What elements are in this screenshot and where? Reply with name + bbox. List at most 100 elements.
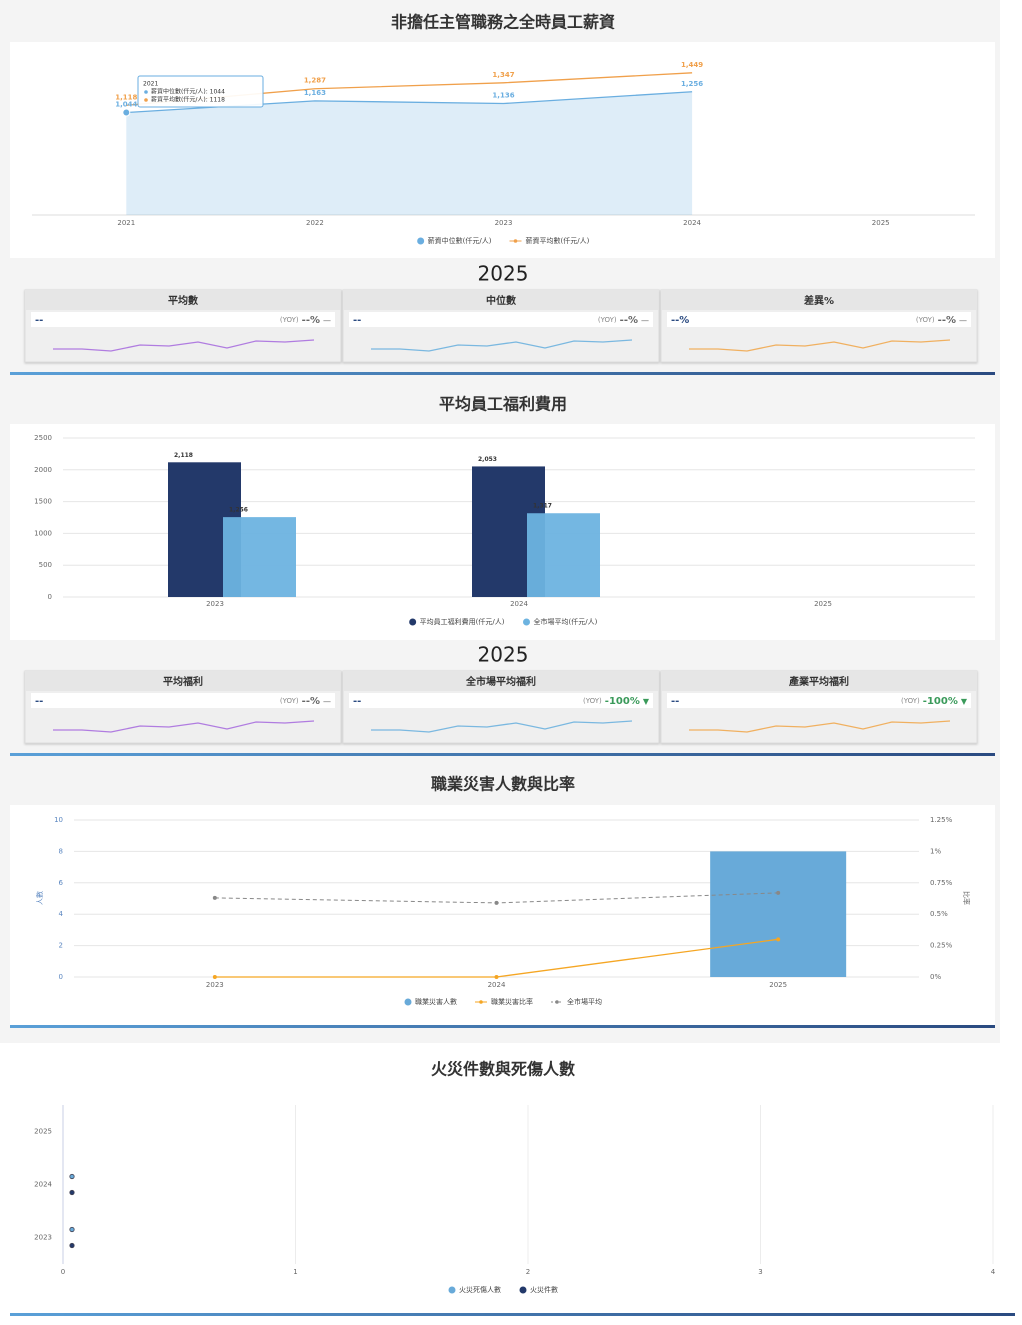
legend-marker: [448, 1286, 456, 1294]
legend-marker: [479, 1000, 483, 1004]
point: [494, 975, 499, 979]
kpi-yoy: (YOY) --% —: [916, 315, 967, 326]
kpi-yoy-value: -100%: [923, 696, 958, 707]
x-tick-label: 2025: [872, 219, 890, 227]
value-label: 1,449: [681, 61, 703, 69]
x-tick-label: 2025: [769, 981, 787, 989]
kpi-yoy-value: --%: [302, 315, 320, 326]
tooltip-dot: [144, 98, 148, 102]
kpi-yoy-label: (YOY): [901, 697, 920, 705]
point: [212, 975, 217, 979]
kpi-row: [31, 693, 335, 708]
legend-marker: [555, 1000, 559, 1004]
legend-label: 火災件數: [530, 1285, 558, 1294]
value-label: 1,044: [115, 101, 137, 109]
bar: [527, 513, 600, 597]
legend-label: 火災死傷人數: [459, 1285, 501, 1294]
section-title: 火災件數與死傷人數: [431, 1060, 575, 1079]
legend-marker: [523, 618, 530, 626]
kpi-yoy-label: (YOY): [916, 316, 935, 324]
value-label: 1,287: [304, 77, 326, 85]
x-tick-label: 4: [991, 1268, 996, 1276]
x-tick-label: 2023: [206, 600, 224, 608]
kpi-row: [31, 312, 335, 327]
tooltip-line: 薪資平均數(仟元/人): 1118: [151, 96, 225, 104]
y-tick-label: 8: [59, 847, 63, 855]
kpi-yoy-value: --%: [938, 315, 956, 326]
kpi-name: 平均數: [168, 294, 198, 307]
y-tick-label: 500: [39, 561, 52, 569]
panel: [10, 1090, 1010, 1312]
y-tick-label: 10: [54, 816, 63, 824]
value-label: 1,256: [229, 507, 248, 514]
legend: 平均員工福利費用(仟元/人) 全市場平均(仟元/人): [409, 617, 598, 626]
y-tick-label: 2024: [34, 1181, 52, 1189]
y-tick-label: 0: [48, 593, 52, 601]
bar: [710, 851, 847, 977]
kpi-yoy-label: (YOY): [280, 697, 299, 705]
kpi-name: 平均福利: [163, 675, 203, 688]
kpi-heading: 2025: [478, 643, 529, 667]
legend-label: 平均員工福利費用(仟元/人): [420, 617, 505, 626]
kpi-row: [349, 693, 653, 708]
point: [776, 890, 781, 895]
tooltip-line: 薪資中位數(仟元/人): 1044: [151, 88, 225, 96]
legend: 職業災害人數 職業災害比率 全市場平均: [404, 997, 602, 1006]
value-label: 1,317: [533, 503, 552, 510]
bar: [223, 517, 296, 597]
y2-tick-label: 0%: [930, 973, 941, 981]
sparkline: [371, 720, 633, 733]
kpi-yoy-marker: —: [959, 316, 967, 325]
sparkline: [689, 339, 951, 352]
value-label: 1,347: [492, 71, 514, 79]
kpi-yoy-label: (YOY): [598, 316, 617, 324]
value-label: 1,118: [115, 93, 137, 101]
kpi-yoy-value: --%: [302, 696, 320, 707]
y2-tick-label: 1.25%: [930, 816, 953, 824]
legend-marker: [417, 237, 425, 245]
legend-marker: [513, 239, 518, 243]
y-tick-label: 2000: [34, 466, 52, 474]
section-title: 平均員工福利費用: [439, 395, 567, 414]
kpi-row: [667, 693, 971, 708]
legend: 火災死傷人數 火災件數: [448, 1285, 558, 1294]
legend-label: 職業災害比率: [491, 997, 533, 1006]
divider: [10, 1025, 995, 1028]
legend-label: 全市場平均: [567, 997, 602, 1006]
kpi-row: [349, 312, 653, 327]
legend-label: 薪資中位數(仟元/人): [428, 236, 492, 245]
y2-tick-label: 0.5%: [930, 910, 948, 918]
kpi-yoy: (YOY) --% —: [280, 315, 331, 326]
kpi-header: [25, 290, 341, 310]
x-tick-label: 2024: [510, 600, 528, 608]
kpi-yoy-label: (YOY): [280, 316, 299, 324]
x-tick-label: 2021: [117, 219, 135, 227]
kpi-yoy-label: (YOY): [583, 697, 602, 705]
kpi-value: --: [353, 696, 361, 707]
x-tick-label: 2: [526, 1268, 530, 1276]
sparkline: [53, 339, 315, 352]
tooltip-box: [137, 75, 264, 108]
x-tick-label: 3: [758, 1268, 762, 1276]
y-tick-label: 6: [59, 879, 64, 887]
divider: [10, 753, 995, 756]
kpi-yoy-marker: —: [641, 316, 649, 325]
legend-label: 薪資平均數(仟元/人): [526, 236, 590, 245]
value-label: 1,163: [304, 89, 326, 97]
legend: 薪資中位數(仟元/人) 薪資平均數(仟元/人): [417, 236, 590, 245]
y2-tick-label: 0.75%: [930, 879, 953, 887]
point: [494, 900, 499, 905]
kpi-header: [661, 671, 977, 691]
divider: [10, 1313, 1015, 1316]
x-tick-label: 2022: [306, 219, 324, 227]
sparkline: [371, 339, 633, 352]
y2-tick-label: 1%: [930, 847, 941, 855]
kpi-yoy: (YOY) --% —: [598, 315, 649, 326]
kpi-value: --: [353, 315, 361, 326]
kpi-row: [667, 312, 971, 327]
legend-label: 全市場平均(仟元/人): [534, 617, 598, 626]
point: [212, 895, 217, 900]
kpi-value: --: [35, 696, 43, 707]
